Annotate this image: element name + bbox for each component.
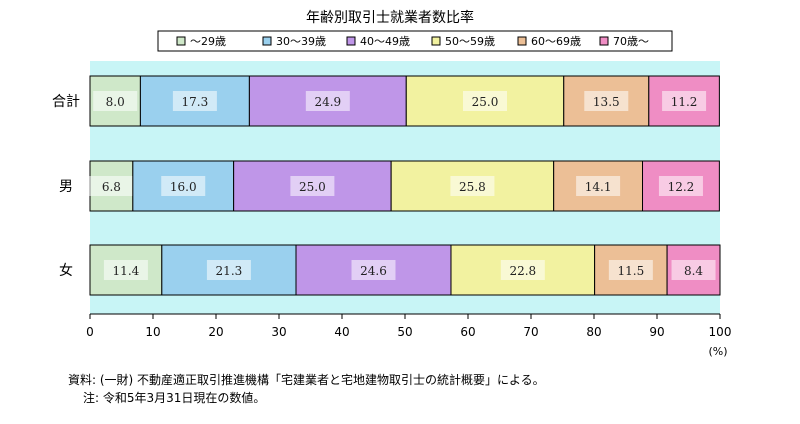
value-label-bg — [576, 176, 621, 196]
value-label-bg — [172, 91, 217, 111]
source-note: 資料: (一財) 不動産適正取引推進機構「宅建業者と宅地建物取引士の統計概要」に… — [68, 372, 545, 387]
value-label: 17.3 — [182, 95, 209, 109]
legend-label: 〜29歳 — [190, 35, 226, 48]
value-label-bg — [161, 176, 206, 196]
x-tick-label: 90 — [649, 325, 664, 339]
value-label: 22.8 — [509, 264, 536, 278]
value-label: 12.2 — [668, 180, 695, 194]
legend-label: 70歳〜 — [613, 35, 649, 48]
x-tick-label: 50 — [397, 325, 412, 339]
legend-swatch — [599, 36, 609, 46]
value-label-bg — [305, 91, 350, 111]
value-label-bg — [89, 176, 134, 196]
x-tick-label: 40 — [334, 325, 349, 339]
value-label: 14.1 — [585, 180, 612, 194]
value-label-bg — [671, 260, 716, 280]
category-label: 男 — [59, 179, 73, 195]
value-label: 8.0 — [106, 95, 125, 109]
value-label-bg — [662, 91, 707, 111]
value-label: 16.0 — [170, 180, 197, 194]
x-tick-label: 100 — [709, 325, 732, 339]
value-label: 11.2 — [671, 95, 698, 109]
value-label-bg — [658, 176, 703, 196]
legend-swatch — [346, 36, 356, 46]
value-label: 25.0 — [299, 180, 326, 194]
legend-swatch — [262, 36, 272, 46]
legend-label: 60〜69歳 — [531, 35, 581, 48]
value-label-bg — [500, 260, 545, 280]
legend-swatch — [517, 36, 527, 46]
value-label: 11.4 — [113, 264, 140, 278]
value-label-bg — [463, 91, 508, 111]
x-tick-label: 20 — [208, 325, 223, 339]
value-label-bg — [584, 91, 629, 111]
legend-label: 30〜39歳 — [276, 35, 326, 48]
value-label-bg — [351, 260, 396, 280]
legend-label: 50〜59歳 — [445, 35, 495, 48]
value-label: 25.8 — [459, 180, 486, 194]
x-tick-label: 10 — [145, 325, 160, 339]
x-tick-label: 80 — [586, 325, 601, 339]
x-axis-unit: (%) — [708, 345, 727, 358]
x-tick-label: 70 — [523, 325, 538, 339]
value-label-bg — [206, 260, 251, 280]
chart-title: 年齢別取引士就業者数比率 — [306, 9, 474, 26]
value-label-bg — [290, 176, 335, 196]
legend-swatch — [176, 36, 186, 46]
value-label: 6.8 — [102, 180, 121, 194]
legend-label: 40〜49歳 — [360, 35, 410, 48]
value-label-bg — [608, 260, 653, 280]
x-tick-label: 60 — [460, 325, 475, 339]
x-tick-label: 30 — [271, 325, 286, 339]
legend-swatch — [431, 36, 441, 46]
value-label-bg — [103, 260, 148, 280]
category-label: 合計 — [52, 94, 80, 110]
value-label-bg — [450, 176, 495, 196]
value-label-bg — [93, 91, 138, 111]
value-label: 24.9 — [314, 95, 341, 109]
value-label: 13.5 — [593, 95, 620, 109]
legend-box — [157, 30, 673, 52]
x-tick-label: 0 — [86, 325, 94, 339]
value-label: 21.3 — [216, 264, 243, 278]
footnote: 注: 令和5年3月31日現在の数値。 — [83, 390, 265, 405]
value-label: 24.6 — [360, 264, 387, 278]
value-label: 8.4 — [684, 264, 703, 278]
bars-group: 8.0 17.3 24.9 25.0 13.5 11.2 6.8 16.0 25.0 25.8 14… — [89, 75, 721, 296]
legend: 〜29歳 30〜39歳 40〜49歳 50〜59歳 60〜69歳 70歳〜 — [176, 35, 649, 48]
value-label: 11.5 — [617, 264, 644, 278]
x-axis-ticks: 0 10 20 30 40 50 60 70 80 90 100 — [86, 314, 731, 339]
category-label: 女 — [59, 262, 73, 279]
value-label: 25.0 — [472, 95, 499, 109]
